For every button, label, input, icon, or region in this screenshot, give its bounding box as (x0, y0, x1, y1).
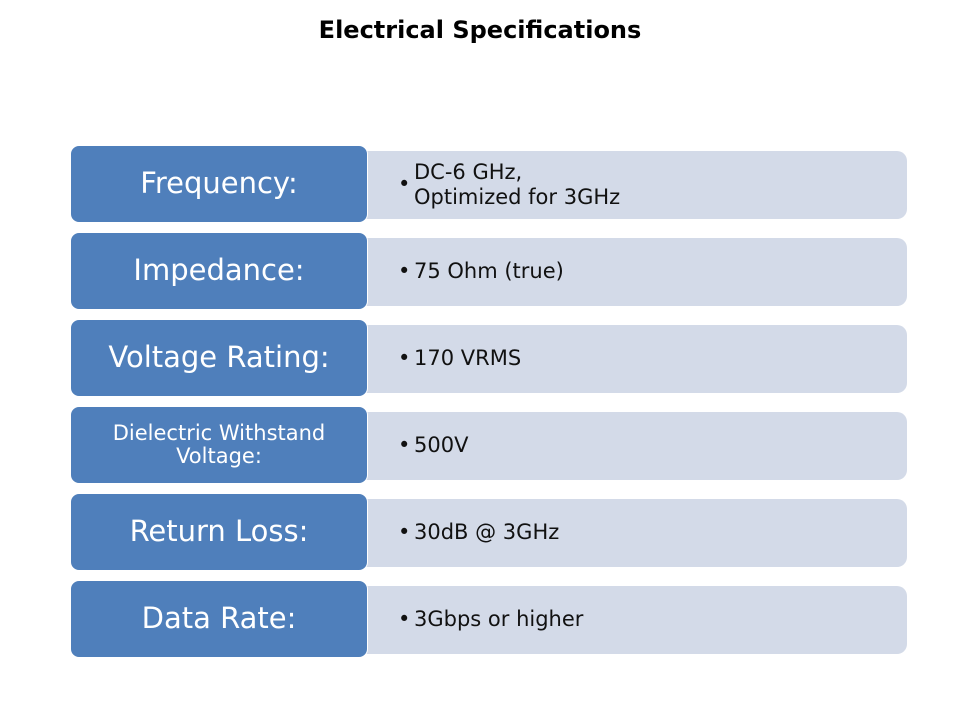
spec-row: Impedance: • 75 Ohm (true) (70, 232, 908, 312)
bullet: • (398, 346, 411, 371)
spec-detail: • 30dB @ 3GHz (398, 499, 559, 567)
detail-background (355, 325, 907, 393)
spec-label: Data Rate: (70, 580, 368, 658)
spec-row: Voltage Rating: • 170 VRMS (70, 319, 908, 399)
detail-line: DC-6 GHz, (414, 159, 523, 184)
detail-background (355, 151, 907, 219)
slide-title: Electrical Specifications (318, 16, 642, 44)
bullet: • (398, 520, 411, 545)
spec-detail: • 500V (398, 412, 468, 480)
detail-line: 3Gbps or higher (414, 607, 584, 632)
detail-background (355, 499, 907, 567)
spec-label: Return Loss: (70, 493, 368, 571)
spec-detail: • 3Gbps or higher (398, 586, 583, 654)
detail-background (355, 412, 907, 480)
detail-lines: 30dB @ 3GHz (414, 520, 559, 545)
spec-label: Dielectric Withstand Voltage: (70, 406, 368, 484)
detail-background (355, 238, 907, 306)
spec-label: Impedance: (70, 232, 368, 310)
bullet: • (398, 433, 411, 458)
detail-lines: 3Gbps or higher (414, 607, 583, 632)
spec-row: Frequency: • DC-6 GHz, Optimized for 3GHz (70, 145, 908, 225)
spec-row: Dielectric Withstand Voltage: • 500V (70, 406, 908, 486)
detail-lines: 170 VRMS (414, 346, 521, 371)
detail-lines: DC-6 GHz, Optimized for 3GHz (414, 160, 620, 210)
spec-detail: • 170 VRMS (398, 325, 521, 393)
spec-detail: • 75 Ohm (true) (398, 238, 564, 306)
detail-line: 75 Ohm (true) (414, 259, 564, 284)
spec-row: Return Loss: • 30dB @ 3GHz (70, 493, 908, 573)
spec-detail: • DC-6 GHz, Optimized for 3GHz (398, 151, 620, 219)
spec-label: Voltage Rating: (70, 319, 368, 397)
spec-row: Data Rate: • 3Gbps or higher (70, 580, 908, 660)
detail-background (355, 586, 907, 654)
bullet: • (398, 607, 411, 632)
bullet: • (398, 172, 411, 197)
detail-lines: 75 Ohm (true) (414, 259, 564, 284)
spec-label: Frequency: (70, 145, 368, 223)
bullet: • (398, 259, 411, 284)
detail-line: 170 VRMS (414, 346, 522, 371)
detail-lines: 500V (414, 433, 468, 458)
detail-line: 30dB @ 3GHz (414, 520, 560, 545)
detail-line: 500V (414, 433, 469, 458)
detail-line: Optimized for 3GHz (414, 185, 621, 209)
